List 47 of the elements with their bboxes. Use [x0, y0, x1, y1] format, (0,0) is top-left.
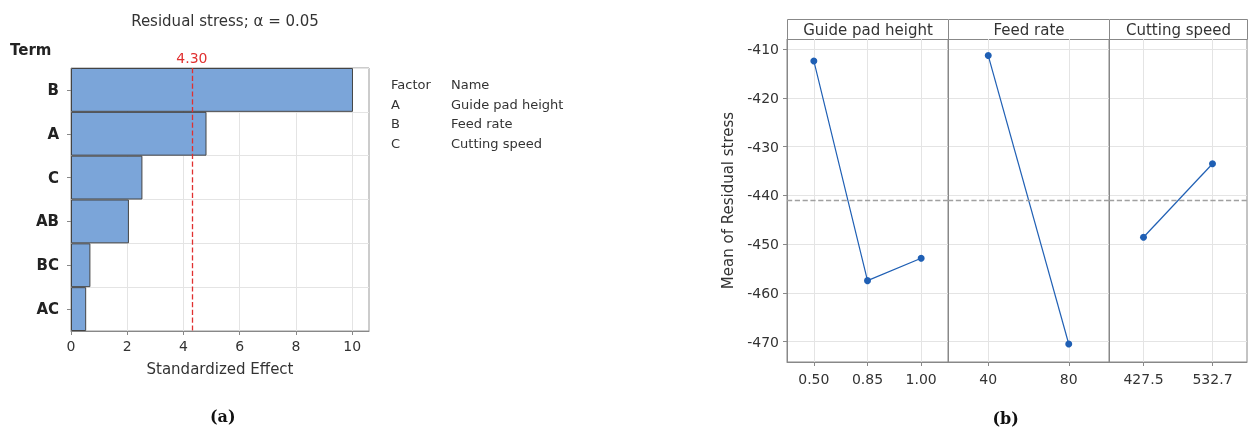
- y-axis-title: Mean of Residual stress: [718, 111, 737, 290]
- x-axis-title: Standardized Effect: [146, 359, 294, 378]
- y-tick-label: -430: [747, 138, 779, 155]
- y-tick-label: -420: [747, 89, 779, 106]
- x-tick-label: 6: [235, 338, 245, 354]
- y-tick-label: C: [47, 168, 59, 187]
- y-tick-label: -470: [747, 333, 779, 350]
- y-tick-label: B: [47, 80, 59, 99]
- point: [917, 254, 925, 262]
- x-tick-label: 80: [1059, 371, 1078, 387]
- chart-title: Cutting speed: [1125, 20, 1232, 39]
- x-tick-label: 0.50: [798, 371, 830, 387]
- y-tick-label: A: [47, 124, 60, 143]
- text: Cutting speed: [451, 135, 543, 151]
- text: (a): [210, 406, 236, 426]
- x-tick-label: 8: [291, 338, 301, 354]
- y-tick-label: AC: [36, 300, 59, 319]
- point: [864, 277, 871, 285]
- text: (b): [992, 408, 1019, 428]
- x-tick-label: 427.5: [1123, 371, 1164, 387]
- text: Name: [451, 77, 490, 92]
- text: Guide pad height: [451, 96, 564, 112]
- point: [810, 57, 818, 65]
- x-tick-label: 10: [343, 338, 362, 354]
- y-tick-label: AB: [35, 212, 59, 231]
- text: B: [391, 116, 400, 131]
- y-tick-label: -410: [747, 41, 779, 58]
- x-tick-label: 0.85: [851, 371, 884, 387]
- x-tick-label: 2: [122, 338, 132, 354]
- text: Factor: [391, 77, 432, 92]
- text: Feed rate: [451, 116, 513, 131]
- x-tick-label: 0: [66, 338, 76, 354]
- x-tick-label: 40: [979, 371, 998, 387]
- y-tick-label: BC: [36, 256, 59, 275]
- x-tick-label: 4: [178, 338, 188, 354]
- ref-line-label: 4.30: [176, 50, 208, 66]
- chart-title: Feed rate: [993, 20, 1065, 39]
- y-axis-title: Term: [10, 40, 52, 59]
- y-tick-label: -440: [747, 187, 779, 204]
- chart-title: Residual stress; α = 0.05: [131, 11, 319, 30]
- y-tick-label: -460: [747, 284, 779, 301]
- text: A: [391, 96, 400, 112]
- x-tick-label: 532.7: [1192, 371, 1233, 387]
- chart-title: Guide pad height: [803, 20, 933, 39]
- x-tick-label: 1.00: [905, 371, 937, 387]
- text: C: [391, 135, 401, 151]
- y-tick-label: -450: [747, 236, 779, 253]
